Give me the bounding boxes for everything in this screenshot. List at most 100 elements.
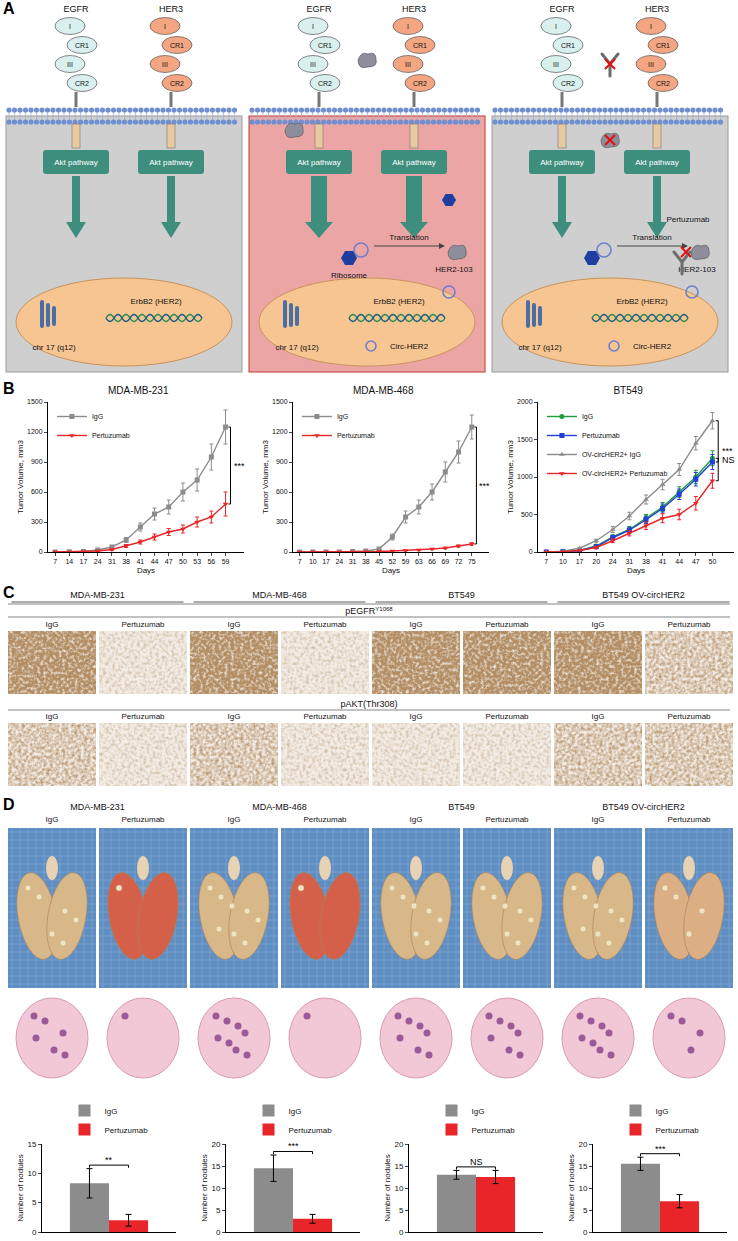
svg-text:20: 20 bbox=[394, 1140, 403, 1149]
svg-text:20: 20 bbox=[592, 558, 600, 565]
svg-text:20: 20 bbox=[211, 1140, 220, 1149]
svg-text:Pertuzumab: Pertuzumab bbox=[666, 215, 710, 224]
svg-text:0: 0 bbox=[39, 548, 43, 555]
svg-text:Pertuzumab: Pertuzumab bbox=[485, 815, 529, 824]
svg-text:900: 900 bbox=[31, 458, 43, 465]
svg-text:MDA-MB-231: MDA-MB-231 bbox=[108, 385, 169, 396]
svg-text:0: 0 bbox=[215, 1228, 220, 1237]
svg-text:56: 56 bbox=[207, 558, 215, 565]
svg-text:41: 41 bbox=[659, 558, 667, 565]
svg-text:CR2: CR2 bbox=[656, 80, 670, 87]
svg-text:Pertuzumab: Pertuzumab bbox=[667, 815, 711, 824]
svg-text:44: 44 bbox=[151, 558, 159, 565]
svg-text:CR1: CR1 bbox=[170, 42, 184, 49]
svg-text:I: I bbox=[69, 23, 71, 30]
svg-text:24: 24 bbox=[335, 558, 343, 565]
svg-text:IgG: IgG bbox=[288, 1107, 301, 1116]
svg-text:10: 10 bbox=[211, 1184, 220, 1193]
svg-text:IgG: IgG bbox=[592, 815, 605, 824]
svg-text:0: 0 bbox=[284, 548, 288, 555]
svg-text:1500: 1500 bbox=[517, 436, 533, 443]
svg-text:Pertuzumab: Pertuzumab bbox=[288, 1126, 332, 1135]
svg-text:17: 17 bbox=[80, 558, 88, 565]
svg-text:IgG: IgG bbox=[92, 413, 103, 421]
svg-text:I: I bbox=[555, 23, 557, 30]
svg-text:***: *** bbox=[655, 1144, 666, 1154]
svg-text:5: 5 bbox=[399, 1206, 404, 1215]
svg-text:Number of nodules: Number of nodules bbox=[200, 1154, 209, 1222]
svg-text:15: 15 bbox=[211, 1162, 220, 1171]
svg-text:75: 75 bbox=[468, 558, 476, 565]
svg-text:Pertuzumab: Pertuzumab bbox=[121, 620, 165, 629]
svg-text:52: 52 bbox=[388, 558, 396, 565]
svg-text:I: I bbox=[407, 23, 409, 30]
svg-text:***: *** bbox=[288, 1141, 299, 1151]
svg-text:Tumor Volume, mm3: Tumor Volume, mm3 bbox=[16, 439, 25, 513]
svg-text:IgG: IgG bbox=[582, 413, 593, 421]
svg-text:IgG: IgG bbox=[228, 815, 241, 824]
svg-text:0: 0 bbox=[529, 548, 533, 555]
svg-text:7: 7 bbox=[53, 558, 57, 565]
svg-text:10: 10 bbox=[309, 558, 317, 565]
svg-text:Pertuzumab: Pertuzumab bbox=[485, 712, 529, 721]
svg-text:0: 0 bbox=[582, 1228, 587, 1237]
svg-text:31: 31 bbox=[625, 558, 633, 565]
svg-text:Translation: Translation bbox=[389, 233, 428, 242]
svg-text:59: 59 bbox=[222, 558, 230, 565]
svg-text:300: 300 bbox=[276, 518, 288, 525]
svg-text:47: 47 bbox=[165, 558, 173, 565]
svg-text:III: III bbox=[310, 61, 316, 68]
svg-text:IgG: IgG bbox=[592, 712, 605, 721]
svg-text:1500: 1500 bbox=[272, 398, 288, 405]
svg-text:CR2: CR2 bbox=[413, 80, 427, 87]
svg-text:69: 69 bbox=[441, 558, 449, 565]
svg-text:900: 900 bbox=[276, 458, 288, 465]
svg-text:HER3: HER3 bbox=[159, 4, 183, 14]
svg-text:III: III bbox=[162, 61, 168, 68]
svg-text:1500: 1500 bbox=[27, 398, 43, 405]
svg-text:**: ** bbox=[105, 1155, 113, 1165]
svg-text:14: 14 bbox=[65, 558, 73, 565]
svg-text:Pertuzumab: Pertuzumab bbox=[121, 712, 165, 721]
svg-text:CR1: CR1 bbox=[318, 42, 332, 49]
svg-text:41: 41 bbox=[136, 558, 144, 565]
svg-text:10: 10 bbox=[559, 558, 567, 565]
svg-text:24: 24 bbox=[94, 558, 102, 565]
svg-text:38: 38 bbox=[122, 558, 130, 565]
svg-text:600: 600 bbox=[31, 488, 43, 495]
svg-text:66: 66 bbox=[428, 558, 436, 565]
svg-text:600: 600 bbox=[276, 488, 288, 495]
svg-text:IgG: IgG bbox=[655, 1107, 668, 1116]
svg-text:47: 47 bbox=[692, 558, 700, 565]
svg-text:IgG: IgG bbox=[228, 712, 241, 721]
svg-text:IgG: IgG bbox=[592, 620, 605, 629]
svg-text:5: 5 bbox=[215, 1206, 220, 1215]
svg-text:Circ-HER2: Circ-HER2 bbox=[390, 342, 429, 351]
svg-text:NS: NS bbox=[470, 1157, 483, 1167]
svg-text:Pertuzumab: Pertuzumab bbox=[105, 1126, 149, 1135]
svg-text:Pertuzumab: Pertuzumab bbox=[121, 815, 165, 824]
svg-text:chr 17 (q12): chr 17 (q12) bbox=[32, 343, 75, 352]
svg-text:III: III bbox=[67, 61, 73, 68]
svg-text:15: 15 bbox=[578, 1162, 587, 1171]
svg-text:IgG: IgG bbox=[410, 620, 423, 629]
svg-text:1200: 1200 bbox=[272, 428, 288, 435]
svg-text:IgG: IgG bbox=[410, 815, 423, 824]
svg-text:50: 50 bbox=[179, 558, 187, 565]
svg-text:IgG: IgG bbox=[410, 712, 423, 721]
svg-text:EGFR: EGFR bbox=[549, 4, 575, 14]
svg-text:17: 17 bbox=[322, 558, 330, 565]
svg-text:CR1: CR1 bbox=[413, 42, 427, 49]
svg-text:Ribosome: Ribosome bbox=[331, 271, 368, 280]
svg-text:44: 44 bbox=[675, 558, 683, 565]
svg-text:63: 63 bbox=[415, 558, 423, 565]
svg-text:45: 45 bbox=[375, 558, 383, 565]
svg-text:31: 31 bbox=[108, 558, 116, 565]
svg-text:Number of nodules: Number of nodules bbox=[567, 1154, 576, 1222]
svg-text:MDA-MB-468: MDA-MB-468 bbox=[252, 802, 307, 812]
svg-text:10: 10 bbox=[27, 1169, 36, 1178]
svg-text:MDA-MB-468: MDA-MB-468 bbox=[353, 385, 414, 396]
svg-text:0: 0 bbox=[399, 1228, 404, 1237]
svg-text:Akt pathway: Akt pathway bbox=[635, 158, 679, 167]
svg-text:IgG: IgG bbox=[46, 620, 59, 629]
